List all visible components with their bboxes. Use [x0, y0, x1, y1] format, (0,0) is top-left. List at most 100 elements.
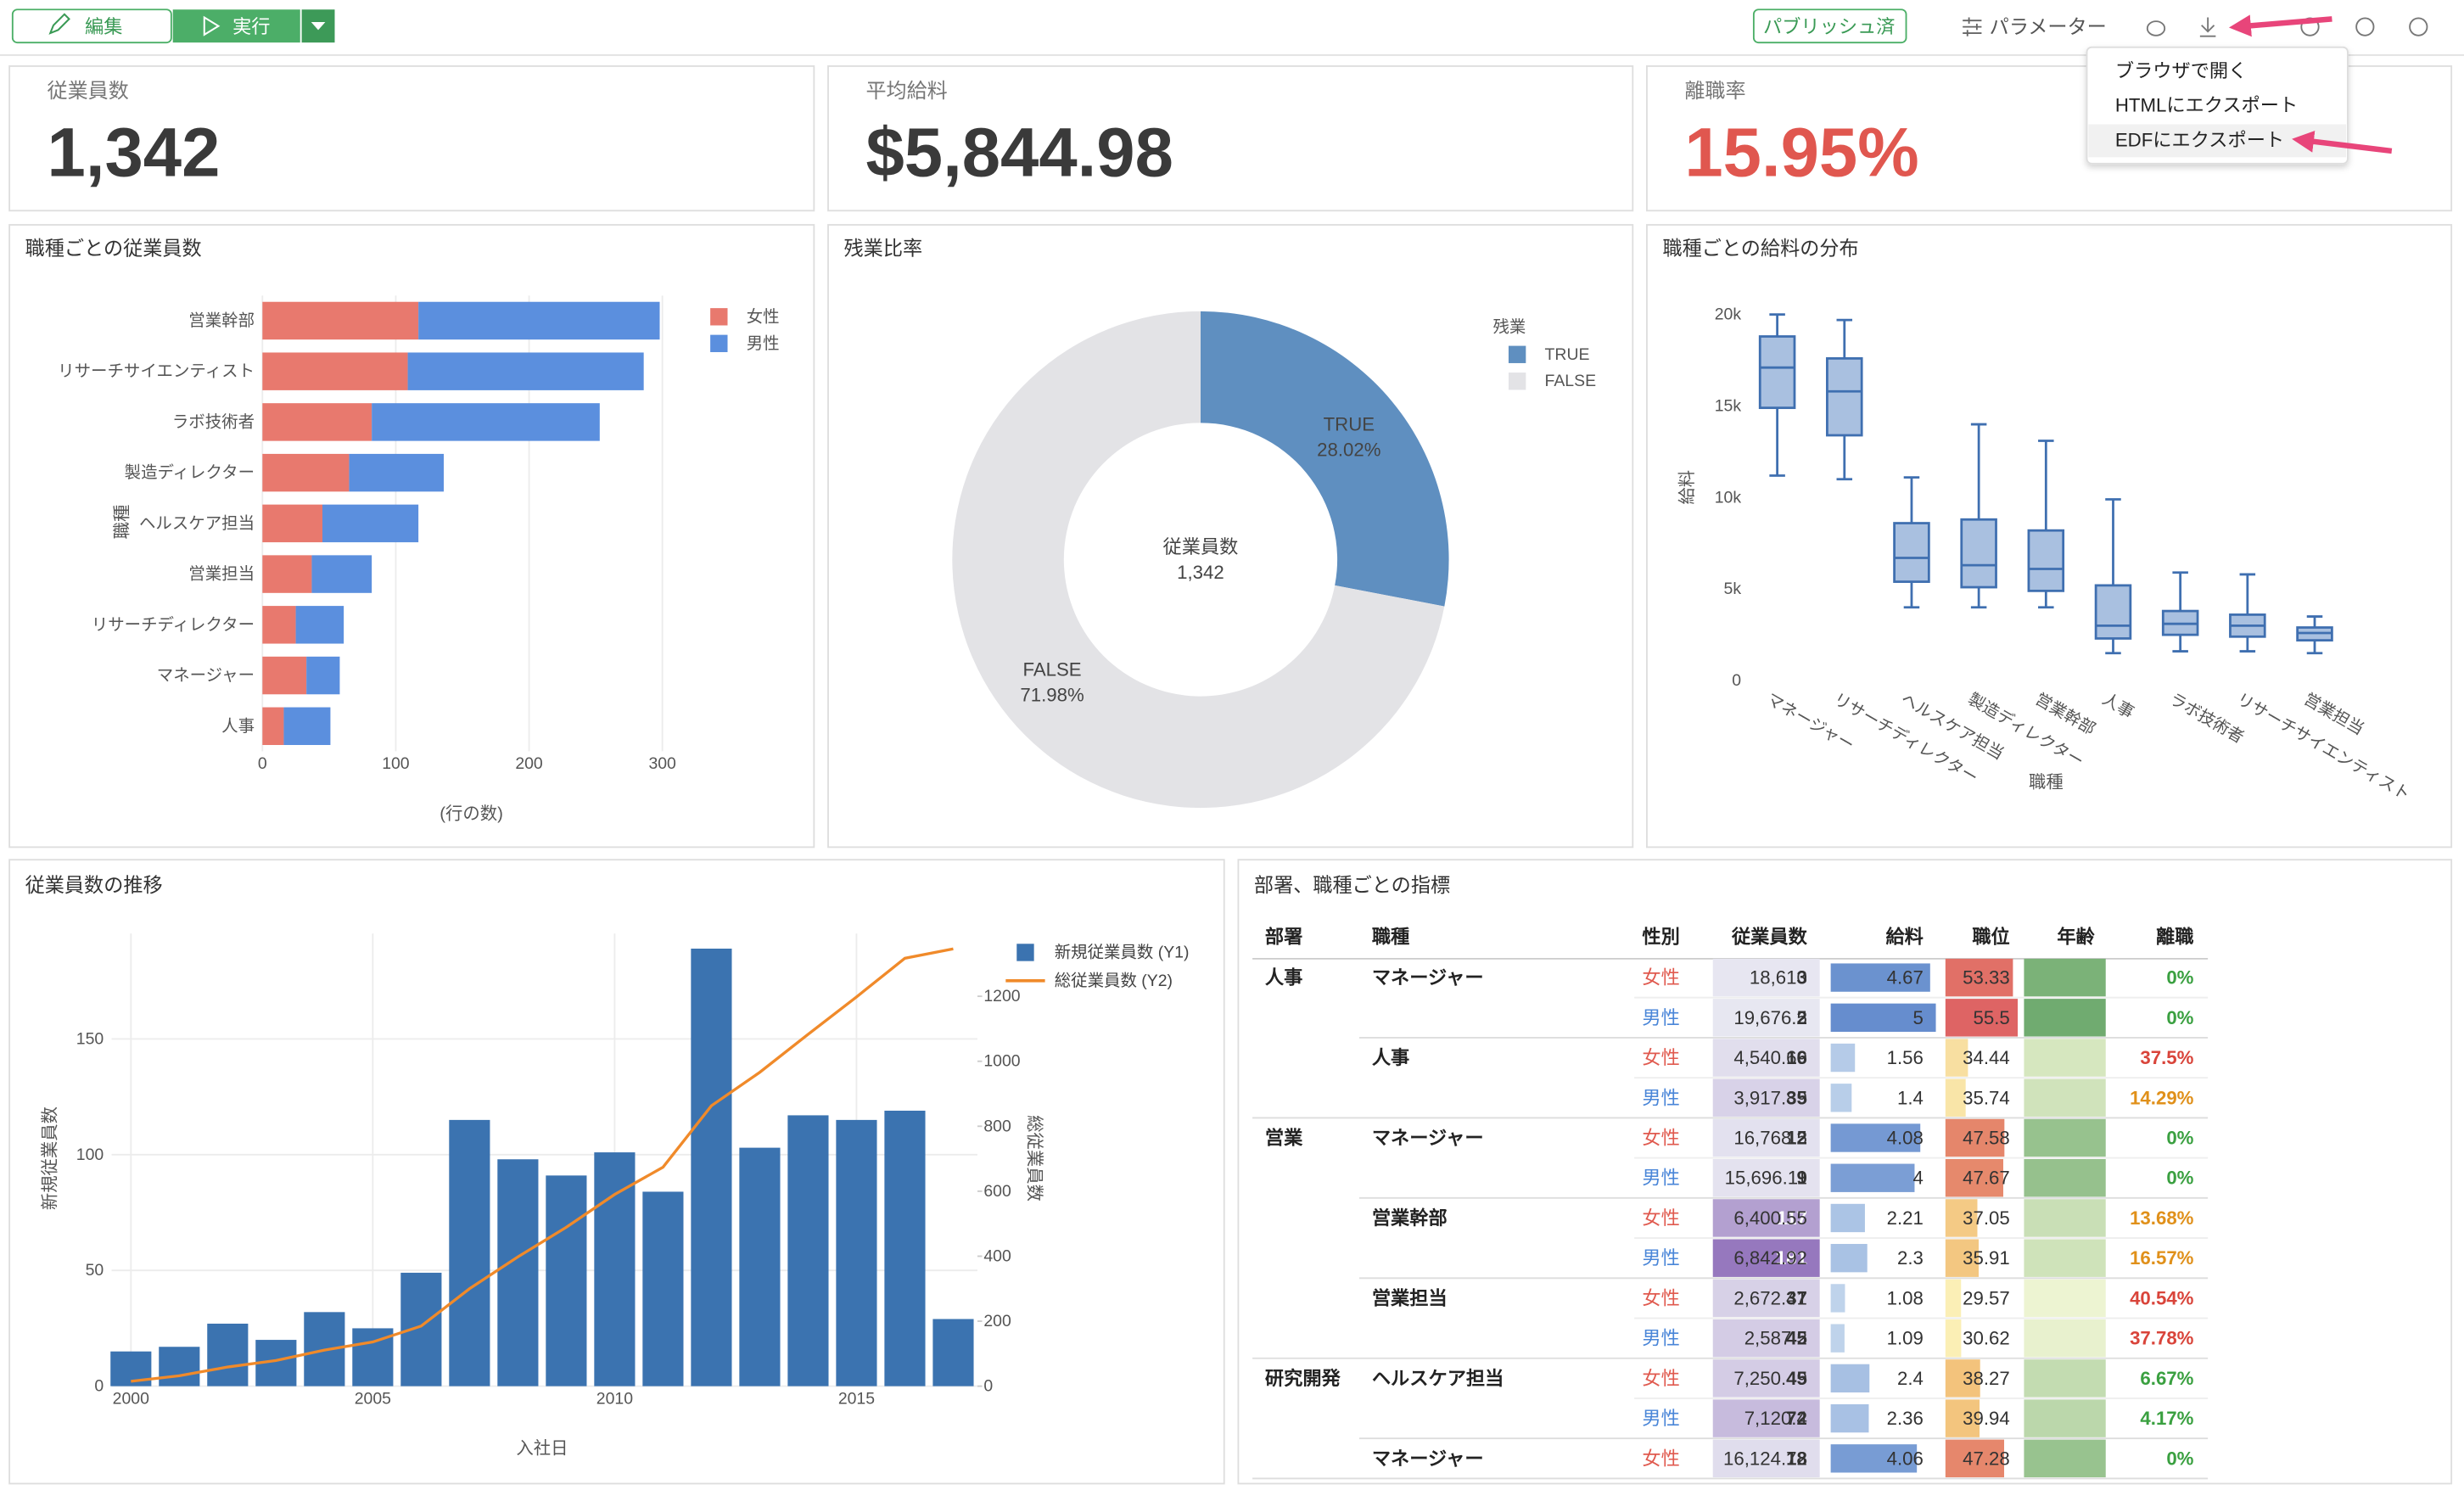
parameters-label[interactable]: パラメーター [1990, 16, 2107, 38]
department-cell: 人事 [1265, 967, 1302, 989]
y-axis-label: 給料 [1677, 470, 1697, 505]
bar [418, 301, 660, 340]
menu-item[interactable]: EDFにエクスポート [2115, 129, 2284, 150]
gender-cell: 女性 [1642, 1448, 1679, 1469]
age-cell: 39.94 [1963, 1408, 2010, 1429]
info-icon[interactable] [2355, 17, 2375, 36]
column-header: 職位 [1972, 925, 2009, 947]
y2-axis-label: 総従業員数 [1025, 1115, 1044, 1202]
kpi-value: 15.95% [1684, 114, 1918, 191]
role-cell: 営業担当 [1372, 1286, 1448, 1308]
salary-cell: 16,768.5 [1733, 1128, 1806, 1149]
count-heat [1712, 999, 1820, 1037]
age-cell: 47.58 [1963, 1128, 2010, 1149]
count-heat [1712, 1199, 1820, 1237]
y2-tick-label: 800 [983, 1117, 1011, 1135]
grade-cell: 2.3 [1897, 1247, 1924, 1269]
chart-title: 残業比率 [844, 238, 923, 260]
count-heat [1712, 1078, 1820, 1118]
y2-tick-label: 400 [983, 1246, 1011, 1265]
run-button[interactable] [172, 9, 300, 43]
box [1758, 335, 1796, 410]
bar [262, 656, 307, 695]
age-cell: 29.57 [1963, 1287, 2010, 1308]
count-cell: 2 [1796, 1007, 1806, 1028]
count-cell: 35 [1786, 1087, 1807, 1108]
y-tick-label: ラボ技術者 [172, 412, 255, 431]
count-heat [1712, 958, 1820, 997]
box [1960, 518, 1997, 589]
bar [642, 1191, 684, 1386]
age-cell: 35.74 [1963, 1087, 2010, 1108]
bar [594, 1152, 636, 1386]
chart-title: 職種ごとの従業員数 [25, 238, 202, 260]
age-cell: 53.33 [1963, 967, 2010, 989]
age-heat [2024, 1439, 2106, 1478]
bar [497, 1159, 539, 1386]
count-cell: 181 [1776, 1247, 1807, 1269]
x-axis-label: 入社日 [516, 1439, 568, 1459]
grade-bar [1945, 1279, 1962, 1318]
y-tick-label: 人事 [221, 717, 255, 736]
published-button[interactable] [1752, 8, 1907, 44]
gender-cell: 男性 [1642, 1247, 1679, 1269]
age-heat [2024, 1159, 2106, 1197]
grade-bar [1945, 1118, 2005, 1157]
count-cell: 3 [1796, 967, 1806, 989]
grade-cell: 4.08 [1887, 1128, 1924, 1149]
box [2094, 584, 2132, 640]
salary-bar [1830, 1123, 1921, 1152]
table-title: 部署、職種ごとの指標 [1254, 874, 1450, 896]
bar [884, 1110, 926, 1386]
y-tick-label: 0 [1732, 671, 1741, 690]
bar [836, 1119, 877, 1386]
kpi-label: 離職率 [1684, 80, 1745, 103]
menu-item[interactable]: HTMLにエクスポート [2115, 95, 2298, 116]
bar [295, 606, 344, 644]
menu-item[interactable]: ブラウザで開く [2115, 60, 2248, 81]
count-heat [1712, 1279, 1820, 1318]
y2-tick-label: 600 [983, 1182, 1011, 1201]
age-heat [2024, 999, 2106, 1037]
kpi-value: $5,844.98 [865, 114, 1173, 191]
kpi-label: 平均給料 [865, 80, 947, 103]
help-icon[interactable] [2409, 17, 2428, 36]
y-tick-label: 0 [94, 1377, 104, 1396]
salary-cell: 3,917.89 [1733, 1087, 1806, 1108]
box [2027, 529, 2065, 592]
attrition-cell: 0% [2166, 1007, 2193, 1028]
attrition-cell: 13.68% [2130, 1207, 2194, 1229]
gender-cell: 男性 [1642, 1408, 1679, 1429]
edit-button[interactable] [11, 8, 172, 44]
salary-cell: 2,672.41 [1733, 1287, 1806, 1308]
role-cell: マネージャー [1372, 967, 1484, 989]
role-cell: 人事 [1372, 1047, 1409, 1068]
gender-cell: 女性 [1642, 1287, 1679, 1308]
count-heat [1712, 1319, 1820, 1358]
legend-label: 総従業員数 (Y2) [1055, 972, 1173, 990]
bar [349, 453, 444, 492]
run-icon [203, 15, 221, 36]
x-tick-label: 2005 [355, 1389, 391, 1408]
age-heat [2024, 1279, 2106, 1318]
slice-label: FALSE [1022, 659, 1081, 681]
column-header: 部署 [1265, 925, 1302, 947]
column-header: 従業員数 [1731, 925, 1808, 947]
download-icon[interactable] [2199, 17, 2216, 37]
grade-bar [1945, 1159, 2003, 1197]
count-cell: 9 [1796, 1168, 1806, 1189]
chart-title: 職種ごとの給料の分布 [1662, 238, 1858, 260]
bar [932, 1319, 974, 1386]
comment-icon[interactable] [2146, 20, 2166, 36]
salary-cell: 16,124.72 [1723, 1448, 1807, 1469]
role-cell: マネージャー [1372, 1448, 1484, 1469]
role-cell: ヘルスケア担当 [1372, 1368, 1504, 1389]
y-axis-label: 新規従業員数 [40, 1106, 59, 1210]
attrition-cell: 37.78% [2130, 1328, 2194, 1349]
grade-bar [1945, 999, 2019, 1037]
slice-label: TRUE [1324, 414, 1375, 435]
export-menu: ブラウザで開く HTMLにエクスポート EDFにエクスポート [2086, 46, 2349, 165]
age-cell: 47.67 [1963, 1168, 2010, 1189]
grade-bar [1945, 1039, 1968, 1077]
